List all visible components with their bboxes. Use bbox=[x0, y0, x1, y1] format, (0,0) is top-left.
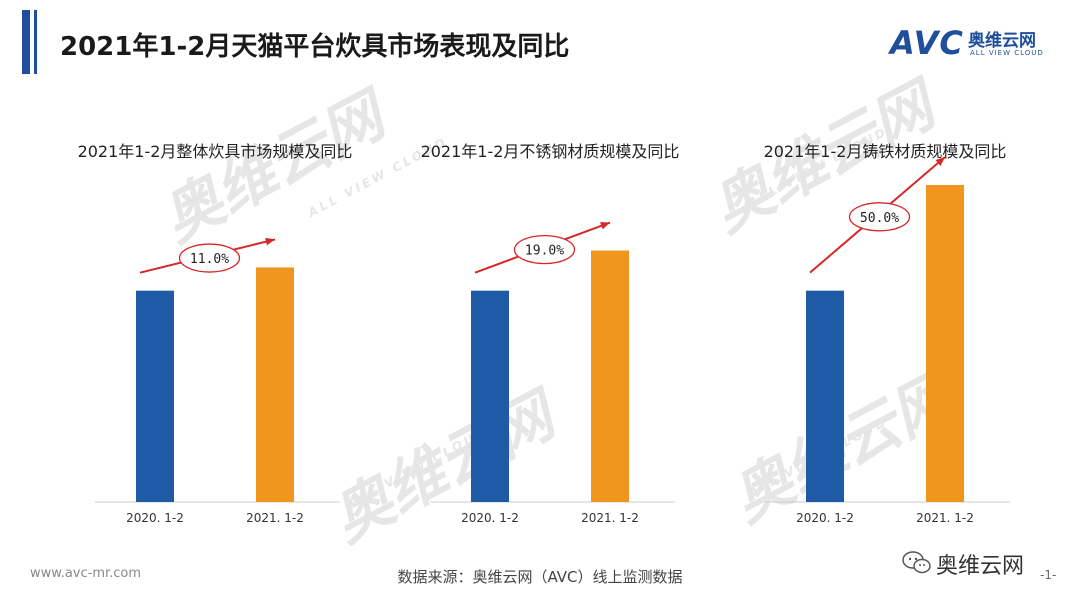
data-source-note: 数据来源：奥维云网（AVC）线上监测数据 bbox=[397, 568, 683, 586]
chart-title: 2021年1-2月铸铁材质规模及同比 bbox=[763, 142, 1007, 161]
logo-en: ALL VIEW CLOUD bbox=[970, 49, 1044, 57]
page-title: 2021年1-2月天猫平台炊具市场表现及同比 bbox=[60, 32, 570, 62]
tick-label: 2020. 1-2 bbox=[796, 511, 854, 525]
wechat-account: 奥维云网 bbox=[936, 554, 1025, 579]
chart-title: 2021年1-2月整体炊具市场规模及同比 bbox=[77, 142, 353, 161]
growth-arrow-head bbox=[265, 237, 275, 246]
growth-label-ellipse bbox=[513, 234, 576, 265]
avc-logo: AVC 奥维云网 ALL VIEW CLOUD bbox=[890, 24, 1060, 64]
bar-2021 bbox=[926, 185, 964, 502]
title-accent-bar bbox=[22, 10, 30, 74]
chart-svg: 2020. 1-2 2021. 1-2 19.0% bbox=[430, 221, 675, 525]
title-accent-bar-thin bbox=[34, 10, 37, 74]
chart-title: 2021年1-2月不锈钢材质规模及同比 bbox=[420, 142, 680, 161]
footer-url: www.avc-mr.com bbox=[30, 566, 142, 581]
bar-2020 bbox=[471, 290, 509, 502]
growth-label: 50.0% bbox=[860, 211, 899, 226]
tick-label: 2021. 1-2 bbox=[916, 511, 974, 525]
logo-mark: AVC bbox=[890, 24, 964, 62]
bar-2021 bbox=[591, 250, 629, 502]
chart-svg: 2020. 1-2 2021. 1-2 50.0% bbox=[765, 156, 1010, 525]
tick-label: 2020. 1-2 bbox=[126, 511, 184, 525]
tick-label: 2021. 1-2 bbox=[581, 511, 639, 525]
chart-svg: 2020. 1-2 2021. 1-2 11.0% bbox=[95, 237, 340, 525]
bar-2020 bbox=[136, 290, 174, 502]
growth-label-ellipse bbox=[848, 202, 911, 232]
growth-arrow-head bbox=[600, 222, 610, 230]
bar-2020 bbox=[806, 290, 844, 502]
page-number: -1- bbox=[1040, 568, 1057, 582]
chart-cast-iron: 2021年1-2月铸铁材质规模及同比 2020. 1-2 2021. 1-2 50.… bbox=[720, 130, 1050, 530]
tick-label: 2021. 1-2 bbox=[246, 511, 304, 525]
growth-label: 11.0% bbox=[190, 252, 229, 267]
bar-2021 bbox=[256, 267, 294, 502]
wechat-icon bbox=[902, 551, 931, 574]
growth-arrow-head bbox=[935, 157, 945, 166]
logo-cn: 奥维云网 bbox=[968, 31, 1036, 51]
tick-label: 2020. 1-2 bbox=[461, 511, 519, 525]
chart-total-cookware: 2021年1-2月整体炊具市场规模及同比 2020. 1-2 2021. 1-2 1… bbox=[50, 130, 380, 530]
growth-label: 19.0% bbox=[525, 244, 564, 259]
growth-label-ellipse bbox=[178, 243, 241, 273]
chart-stainless-steel: 2021年1-2月不锈钢材质规模及同比 2020. 1-2 2021. 1-2 19… bbox=[385, 130, 715, 530]
